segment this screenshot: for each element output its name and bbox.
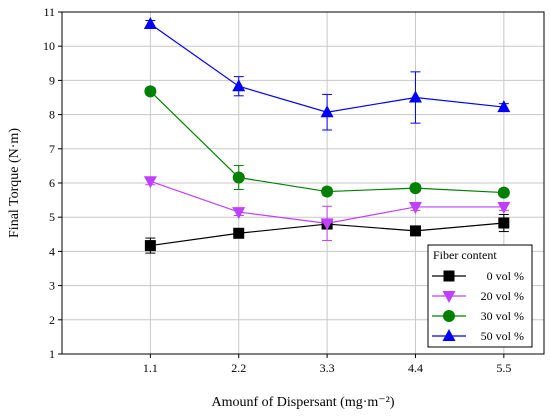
data-point <box>409 182 422 195</box>
y-axis-title: Final Torque (N·m) <box>7 128 22 238</box>
data-point <box>232 171 245 184</box>
data-point <box>143 16 157 29</box>
legend-items: 0 vol % 20 vol % 30 vol % 50 vol % <box>432 269 524 343</box>
data-point <box>408 201 422 214</box>
y-tick-label: 8 <box>49 108 55 122</box>
y-tick-label: 10 <box>43 39 55 53</box>
data-point <box>233 227 245 239</box>
legend-label: 30 vol % <box>481 309 524 323</box>
legend-item: 20 vol % <box>432 289 524 303</box>
y-tick-label: 6 <box>49 176 55 190</box>
data-point <box>143 176 157 189</box>
y-tick-label: 3 <box>49 279 55 293</box>
data-point <box>232 79 246 92</box>
legend-item: 50 vol % <box>432 329 524 343</box>
y-tick-label: 2 <box>49 313 55 327</box>
legend-marker <box>443 310 455 322</box>
x-tick-label: 4.4 <box>408 361 423 375</box>
legend-label: 20 vol % <box>481 289 524 303</box>
legend-marker <box>443 270 455 282</box>
legend-title: Fiber content <box>433 248 497 262</box>
legend-label: 0 vol % <box>487 269 524 283</box>
legend-marker <box>442 291 456 303</box>
x-tick-label: 3.3 <box>320 361 335 375</box>
series-3 <box>143 16 511 131</box>
x-tick-label: 5.5 <box>496 361 511 375</box>
series-2 <box>144 85 510 199</box>
data-point <box>144 85 157 98</box>
data-point <box>409 225 421 237</box>
legend-item: 0 vol % <box>432 269 524 283</box>
x-axis-title: Amounf of Dispersant (mg·m⁻²) <box>211 395 394 410</box>
legend-label: 50 vol % <box>481 329 524 343</box>
data-point <box>232 207 246 220</box>
data-point <box>320 218 334 231</box>
legend: Fiber content 0 vol % 20 vol % 30 vol % 50 … <box>427 244 533 348</box>
y-tick-label: 9 <box>49 73 55 87</box>
y-tick-label: 11 <box>43 5 55 19</box>
data-point <box>497 100 511 113</box>
y-tick-label: 4 <box>49 244 55 258</box>
legend-marker <box>442 329 456 341</box>
x-tick-label: 2.2 <box>231 361 246 375</box>
data-point <box>321 185 334 198</box>
legend-item: 30 vol % <box>432 309 524 323</box>
series-layer <box>143 16 511 254</box>
axes: 1 2 3 4 5 6 7 8 9 10 11 1.1 2.2 3.3 4.4 5.5 <box>43 5 511 375</box>
y-tick-label: 5 <box>49 210 55 224</box>
series-1 <box>143 176 511 241</box>
data-point <box>497 201 511 214</box>
data-point <box>144 240 156 252</box>
y-tick-label: 1 <box>49 347 55 361</box>
data-point <box>408 90 422 103</box>
data-point <box>498 217 510 229</box>
data-point <box>497 186 510 199</box>
x-tick-label: 1.1 <box>143 361 158 375</box>
y-tick-label: 7 <box>49 142 55 156</box>
data-point <box>320 105 334 118</box>
